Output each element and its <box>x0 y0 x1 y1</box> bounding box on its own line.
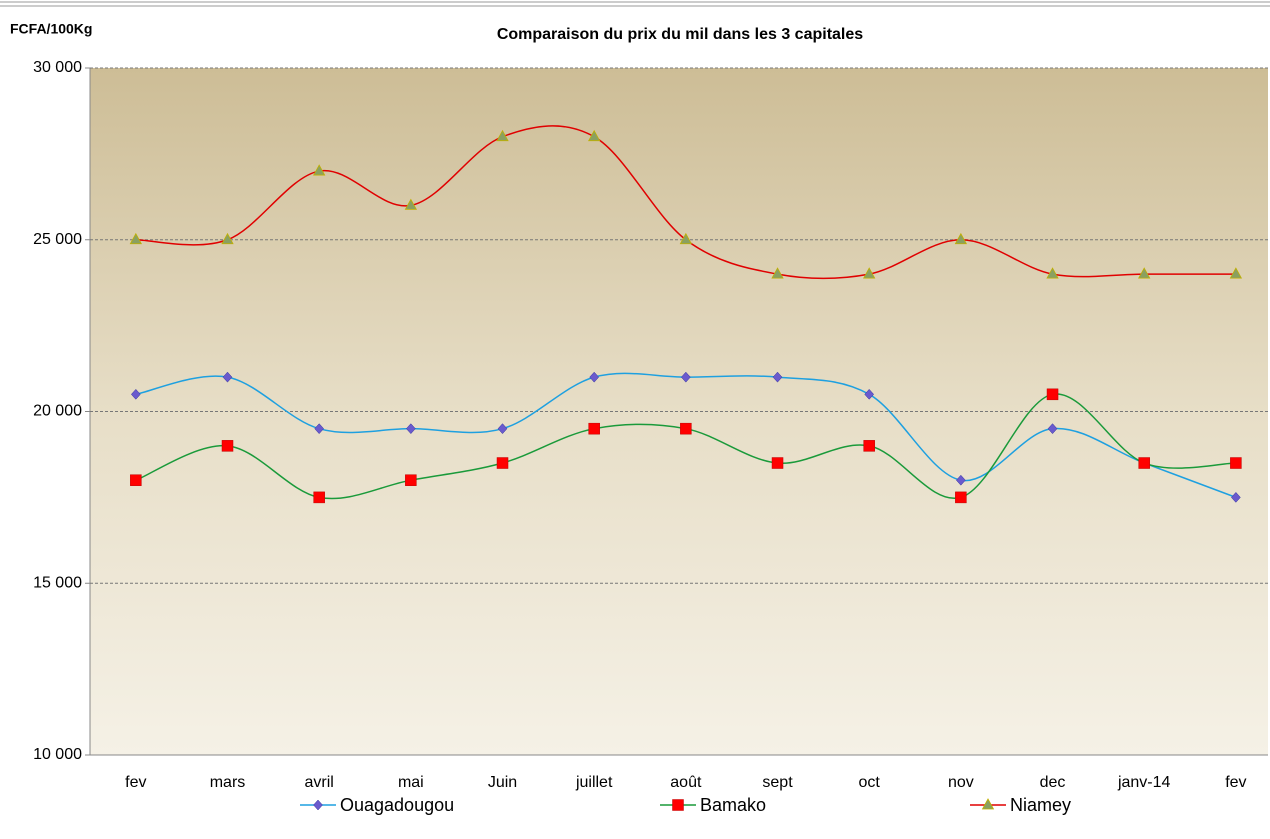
x-tick-label: août <box>670 774 702 791</box>
marker <box>129 232 143 245</box>
marker <box>130 474 142 486</box>
marker <box>313 491 325 504</box>
marker <box>588 422 600 435</box>
y-tick-label: 20 000 <box>33 403 82 420</box>
y-tick-label: 10 000 <box>33 746 82 763</box>
legend-label: Niamey <box>1010 795 1071 815</box>
x-tick-label: juillet <box>575 774 613 791</box>
marker <box>221 232 234 245</box>
marker <box>1046 267 1059 279</box>
marker <box>222 371 233 383</box>
x-tick-label: dec <box>1040 774 1066 791</box>
legend-label: Ouagadougou <box>340 795 454 815</box>
marker <box>588 129 601 142</box>
marker <box>312 164 326 176</box>
marker <box>955 491 967 504</box>
legend-marker <box>981 798 995 810</box>
marker <box>1230 457 1242 469</box>
marker <box>405 474 417 486</box>
legend-marker <box>313 799 323 811</box>
x-tick-label: mars <box>210 774 246 791</box>
y-tick-label: 25 000 <box>33 231 82 248</box>
marker <box>589 371 600 383</box>
marker <box>863 267 876 279</box>
marker <box>221 440 234 452</box>
y-tick-label: 15 000 <box>33 574 82 591</box>
marker <box>771 267 784 279</box>
x-tick-label: janv-14 <box>1117 774 1171 791</box>
marker <box>863 440 875 452</box>
legend-label: Bamako <box>700 795 766 815</box>
x-tick-label: sept <box>762 774 793 791</box>
marker <box>496 129 509 142</box>
legend-marker <box>672 799 684 811</box>
x-tick-label: fev <box>1225 774 1246 791</box>
x-tick-label: nov <box>948 774 974 791</box>
x-tick-label: oct <box>859 774 881 791</box>
marker <box>497 423 508 435</box>
y-axis-label: FCFA/100Kg <box>10 21 92 37</box>
marker <box>679 232 693 245</box>
marker <box>314 423 325 435</box>
marker <box>406 423 416 435</box>
x-tick-label: fev <box>125 774 146 791</box>
marker <box>1138 457 1150 469</box>
marker <box>771 457 784 469</box>
x-tick-label: mai <box>398 774 424 791</box>
x-tick-label: avril <box>305 774 334 791</box>
chart-title: Comparaison du prix du mil dans les 3 ca… <box>497 26 863 43</box>
marker <box>864 388 875 400</box>
marker <box>1229 267 1243 279</box>
marker <box>1047 423 1058 435</box>
x-tick-label: Juin <box>488 774 517 791</box>
marker <box>130 388 141 400</box>
marker <box>681 371 691 383</box>
marker <box>954 232 968 245</box>
marker <box>680 422 692 435</box>
marker <box>404 198 418 210</box>
marker <box>1046 388 1059 401</box>
marker <box>1231 492 1241 503</box>
marker <box>956 474 966 486</box>
marker <box>496 457 509 469</box>
marker <box>772 371 783 383</box>
y-tick-label: 30 000 <box>33 59 82 76</box>
marker <box>1138 267 1151 279</box>
